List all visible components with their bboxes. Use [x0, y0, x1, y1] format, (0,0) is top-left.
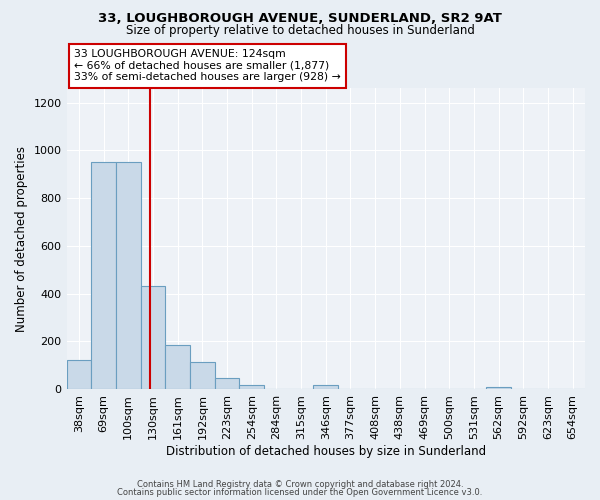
- Bar: [215, 378, 239, 389]
- Bar: [486, 387, 511, 389]
- Text: Size of property relative to detached houses in Sunderland: Size of property relative to detached ho…: [125, 24, 475, 37]
- Bar: [239, 384, 264, 389]
- Bar: [165, 345, 190, 389]
- X-axis label: Distribution of detached houses by size in Sunderland: Distribution of detached houses by size …: [166, 444, 486, 458]
- Text: 33, LOUGHBOROUGH AVENUE, SUNDERLAND, SR2 9AT: 33, LOUGHBOROUGH AVENUE, SUNDERLAND, SR2…: [98, 12, 502, 26]
- Bar: [67, 360, 91, 389]
- Bar: [116, 162, 140, 389]
- Text: Contains HM Land Registry data © Crown copyright and database right 2024.: Contains HM Land Registry data © Crown c…: [137, 480, 463, 489]
- Bar: [190, 362, 215, 389]
- Bar: [91, 162, 116, 389]
- Text: 33 LOUGHBOROUGH AVENUE: 124sqm
← 66% of detached houses are smaller (1,877)
33% : 33 LOUGHBOROUGH AVENUE: 124sqm ← 66% of …: [74, 49, 341, 82]
- Y-axis label: Number of detached properties: Number of detached properties: [15, 146, 28, 332]
- Text: Contains public sector information licensed under the Open Government Licence v3: Contains public sector information licen…: [118, 488, 482, 497]
- Bar: [140, 286, 165, 389]
- Bar: [313, 384, 338, 389]
